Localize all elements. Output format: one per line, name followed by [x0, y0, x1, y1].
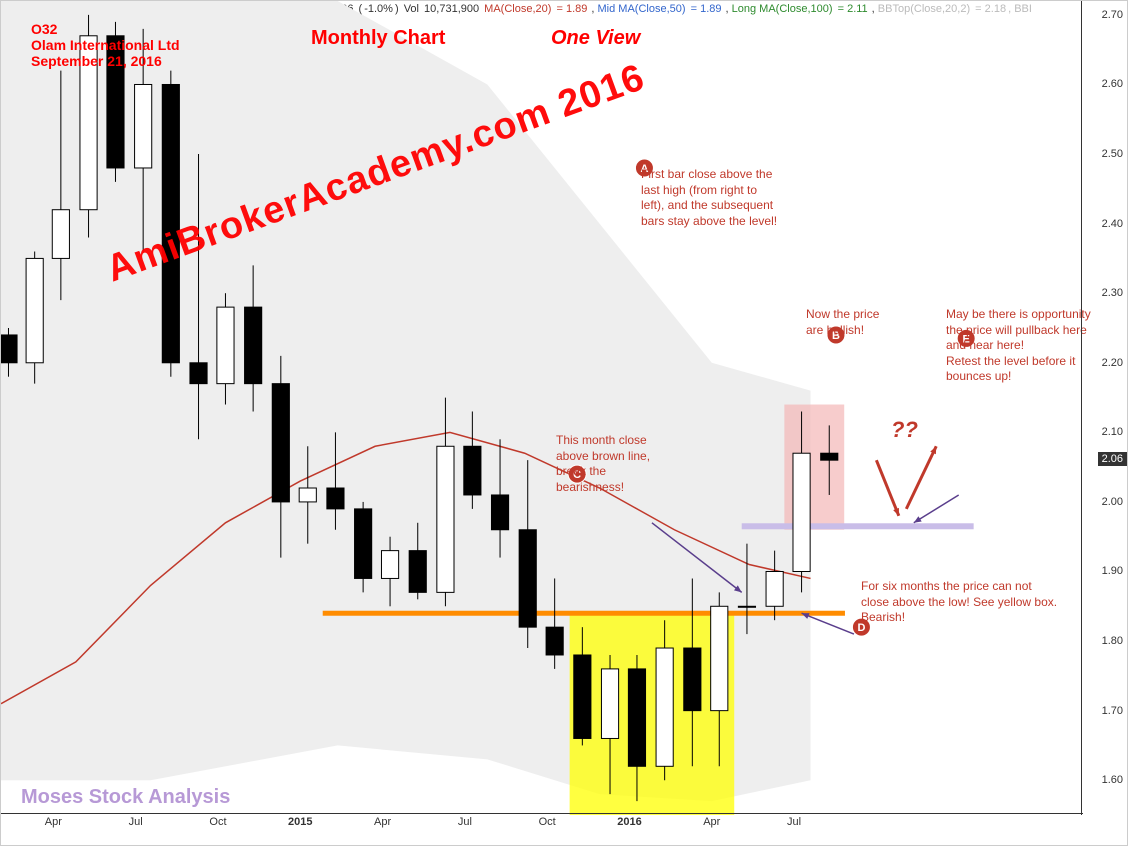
- chart-area[interactable]: ABCDE O32 Olam International Ltd Septemb…: [1, 1, 1083, 815]
- y-tick: 1.80: [1102, 635, 1123, 647]
- chart-container: O32 - Monthly 21/9/2016 Open 2.07 , Hi 2…: [0, 0, 1128, 846]
- x-tick: 2016: [617, 816, 641, 828]
- title-symbol: O32: [31, 21, 180, 37]
- y-tick: 2.40: [1102, 218, 1123, 230]
- y-tick: 2.50: [1102, 148, 1123, 160]
- x-tick: Apr: [45, 816, 62, 828]
- y-tick: 1.90: [1102, 565, 1123, 577]
- y-tick: 1.60: [1102, 774, 1123, 786]
- y-tick: 2.10: [1102, 426, 1123, 438]
- x-tick: Jul: [458, 816, 472, 828]
- y-tick: 1.70: [1102, 705, 1123, 717]
- y-tick: 2.00: [1102, 496, 1123, 508]
- y-axis: 1.60 1.70 1.80 1.90 2.00 2.10 2.20 2.30 2.40 2.50…: [1081, 1, 1127, 815]
- chart-title-center: Monthly Chart: [311, 27, 445, 50]
- x-tick: Oct: [209, 816, 226, 828]
- annotation-question: ??: [891, 416, 918, 445]
- x-tick: Apr: [703, 816, 720, 828]
- annotation-d-text: For six months the price can not close a…: [861, 579, 1061, 626]
- y-tick: 2.60: [1102, 78, 1123, 90]
- x-axis: Apr Jul Oct 2015 Apr Jul Oct 2016 Apr Jul: [1, 813, 1083, 845]
- y-tick: 2.20: [1102, 357, 1123, 369]
- title-company: Olam International Ltd: [31, 37, 180, 53]
- annotation-c-text: This month close above brown line, break…: [556, 433, 666, 495]
- x-tick: Jul: [787, 816, 801, 828]
- x-tick: Apr: [374, 816, 391, 828]
- footer-label: Moses Stock Analysis: [21, 786, 230, 809]
- title-date: September 21, 2016: [31, 53, 180, 69]
- y-tick: 2.30: [1102, 287, 1123, 299]
- x-tick: 2015: [288, 816, 312, 828]
- title-block: O32 Olam International Ltd September 21,…: [31, 21, 180, 69]
- annotation-e-text: May be there is opportunity the price wi…: [946, 307, 1091, 385]
- x-tick: Jul: [129, 816, 143, 828]
- annotation-b-text: Now the price are bullish!: [806, 307, 886, 338]
- chart-title-right: One View: [551, 27, 640, 50]
- price-marker: 2.06: [1098, 452, 1127, 466]
- y-tick: 2.70: [1102, 9, 1123, 21]
- annotation-a-text: First bar close above the last high (fro…: [641, 167, 781, 229]
- x-tick: Oct: [539, 816, 556, 828]
